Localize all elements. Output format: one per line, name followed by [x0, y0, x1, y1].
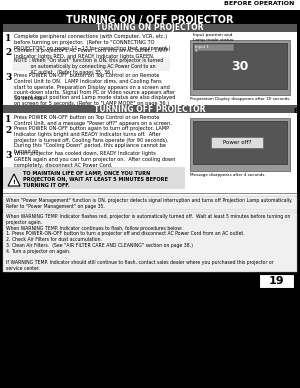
- Text: Connect a projector's AC Power Cord into an AC outlet.  LAMP
Indicator lights RE: Connect a projector's AC Power Cord into…: [14, 48, 168, 59]
- Bar: [190, 40, 290, 95]
- Text: TO MAINTAIN LIFE OF LAMP, ONCE YOU TURN
PROJECTOR ON, WAIT AT LEAST 5 MINUTES BE: TO MAINTAIN LIFE OF LAMP, ONCE YOU TURN …: [23, 171, 168, 188]
- Bar: [13, 57, 170, 71]
- Text: 1: 1: [5, 115, 11, 124]
- Text: When WARNING TEMP. Indicator flashes red, projector is automatically turned off.: When WARNING TEMP. Indicator flashes red…: [6, 214, 290, 271]
- Text: E: E: [293, 108, 298, 114]
- Bar: [3, 193, 297, 194]
- Bar: [194, 44, 234, 51]
- Text: 19: 19: [269, 276, 284, 286]
- Bar: [193, 121, 287, 164]
- Bar: [193, 43, 287, 89]
- Text: TURNING ON PROJECTOR: TURNING ON PROJECTOR: [96, 24, 204, 33]
- Text: Press POWER ON-OFF button on Top Control or on Remote
Control Unit to ON.  LAMP : Press POWER ON-OFF button on Top Control…: [14, 73, 175, 101]
- Text: TURNING OFF PROJECTOR: TURNING OFF PROJECTOR: [94, 104, 206, 114]
- Text: BEFORE OPERATION: BEFORE OPERATION: [224, 1, 294, 6]
- Bar: [190, 118, 290, 171]
- Text: Press POWER ON-OFF button on Top Control or on Remote
Control Unit, and a messag: Press POWER ON-OFF button on Top Control…: [14, 115, 172, 126]
- Bar: [211, 137, 263, 148]
- Text: TURNING ON / OFF PROJECTOR: TURNING ON / OFF PROJECTOR: [66, 15, 234, 25]
- Text: Input 1: Input 1: [195, 45, 209, 49]
- Text: Input position and
Lamp mode status: Input position and Lamp mode status: [193, 33, 233, 42]
- Text: Message disappears after 4 seconds.: Message disappears after 4 seconds.: [190, 173, 266, 177]
- Bar: [3, 113, 297, 226]
- Text: 2: 2: [5, 48, 11, 57]
- Bar: [3, 105, 297, 113]
- Text: Press POWER ON-OFF button again to turn off projector. LAMP
Indicator lights bri: Press POWER ON-OFF button again to turn …: [14, 126, 169, 154]
- Bar: [0, 0, 300, 10]
- Text: 30: 30: [231, 59, 249, 73]
- Text: When projector has cooled down, READY Indicator lights
GREEN again and you can t: When projector has cooled down, READY In…: [14, 151, 175, 168]
- Bar: [3, 196, 297, 210]
- Text: Complete peripheral connections (with Computer, VCR, etc.)
before turning on pro: Complete peripheral connections (with Co…: [14, 34, 170, 50]
- Bar: [259, 274, 294, 288]
- Bar: [3, 212, 297, 272]
- Bar: [3, 24, 297, 32]
- Text: !: !: [13, 180, 15, 185]
- Text: When "Power Management" function is ON, projector detects signal interruption an: When "Power Management" function is ON, …: [6, 198, 292, 209]
- Bar: [3, 167, 185, 189]
- Text: 3: 3: [5, 73, 11, 82]
- Text: Power off?: Power off?: [223, 140, 251, 145]
- Text: 2: 2: [5, 126, 11, 135]
- Polygon shape: [8, 174, 20, 186]
- Text: Current Input position and Lamp mode status are also displayed
on screen for 5 s: Current Input position and Lamp mode sta…: [14, 95, 175, 106]
- Text: NOTE : When "On start" function is ON, this projector is turned
           on au: NOTE : When "On start" function is ON, t…: [14, 58, 163, 74]
- Text: 1: 1: [5, 34, 11, 43]
- Bar: [3, 32, 297, 145]
- Text: Preparation Display disappears after 30 seconds.: Preparation Display disappears after 30 …: [190, 97, 291, 101]
- Text: 4: 4: [195, 49, 197, 53]
- Text: 3: 3: [5, 151, 11, 160]
